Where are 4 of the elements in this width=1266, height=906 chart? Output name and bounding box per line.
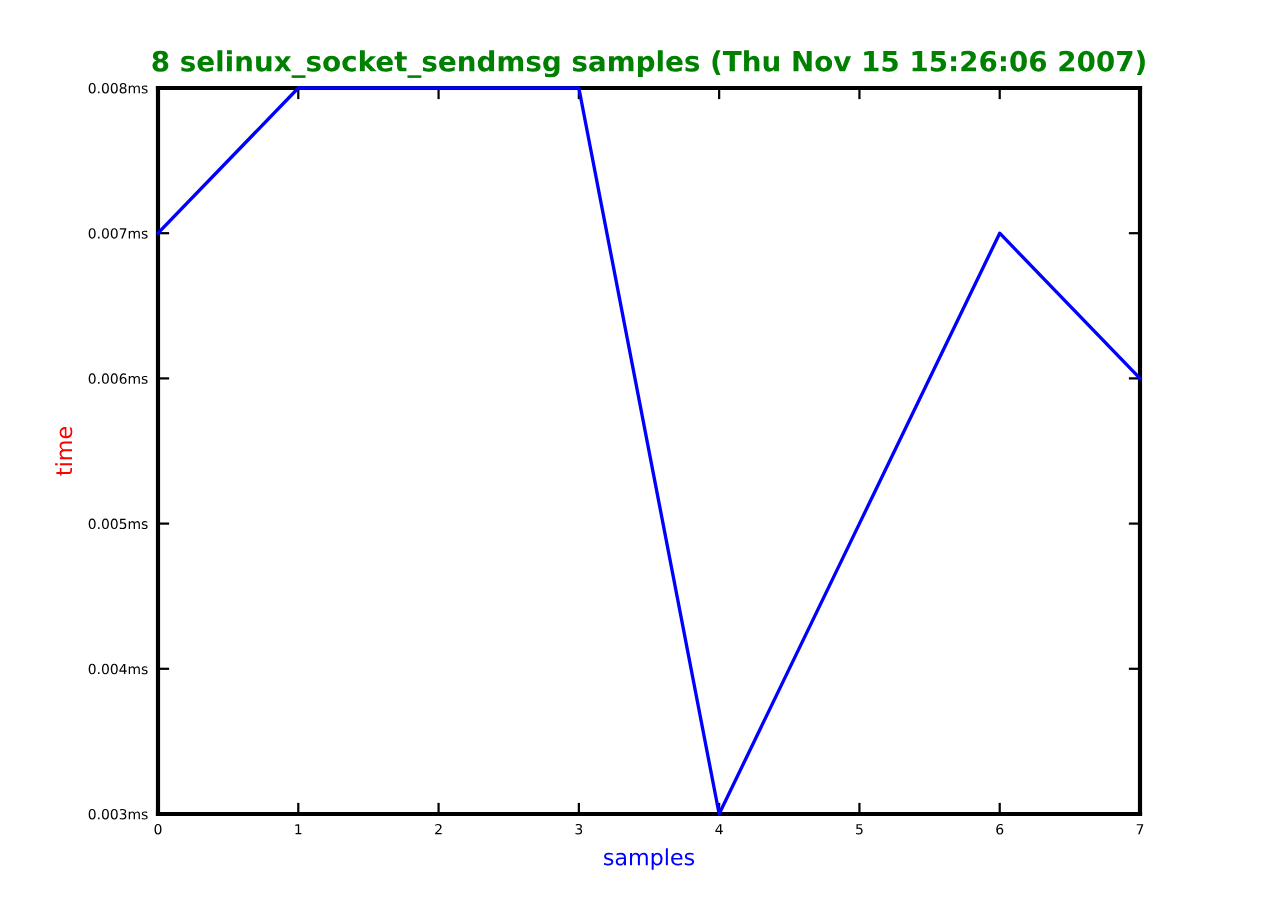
x-axis-title: samples [604,848,695,870]
y-axis-title: time [55,427,73,476]
line-series [156,86,1142,816]
chart-title: 8 selinux_socket_sendmsg samples (Thu Nov 15 15:26:06 2007) [152,50,1145,78]
